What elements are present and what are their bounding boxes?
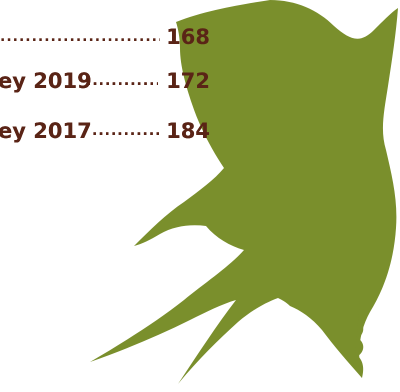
toc-leader-dots: ........................................… (0, 29, 160, 45)
toc-leader-dots: ............................... (86, 73, 158, 89)
feather-edge-icon (354, 300, 364, 378)
toc-entry-1-overlay: 168 (0, 22, 400, 52)
toc-title-fragment: ey 2019 (0, 69, 92, 93)
toc-entry-2-overlay: ey 2019 ............................... … (0, 66, 400, 96)
toc-entry-3-overlay: ey 2017 ............................... … (0, 116, 400, 146)
toc-page-number-overlay: 184 (166, 119, 210, 143)
toc-title-fragment: ey 2017 (0, 119, 92, 143)
toc-entry-3[interactable]: ey 2017 ............................... … (0, 116, 400, 146)
toc-leader-dots-overlay: ............................... (86, 73, 158, 89)
swallow-body-icon (90, 0, 398, 384)
toc-page-number-overlay: 172 (166, 69, 210, 93)
toc-title-fragment-overlay: ey 2017 (0, 119, 92, 143)
toc-leader-dots: ............................... (92, 123, 160, 139)
toc-title-fragment-overlay: ey 2019 (0, 69, 92, 93)
toc-page-number-overlay: 168 (166, 25, 210, 49)
toc-leader-dots-overlay: ............................... (92, 123, 160, 139)
